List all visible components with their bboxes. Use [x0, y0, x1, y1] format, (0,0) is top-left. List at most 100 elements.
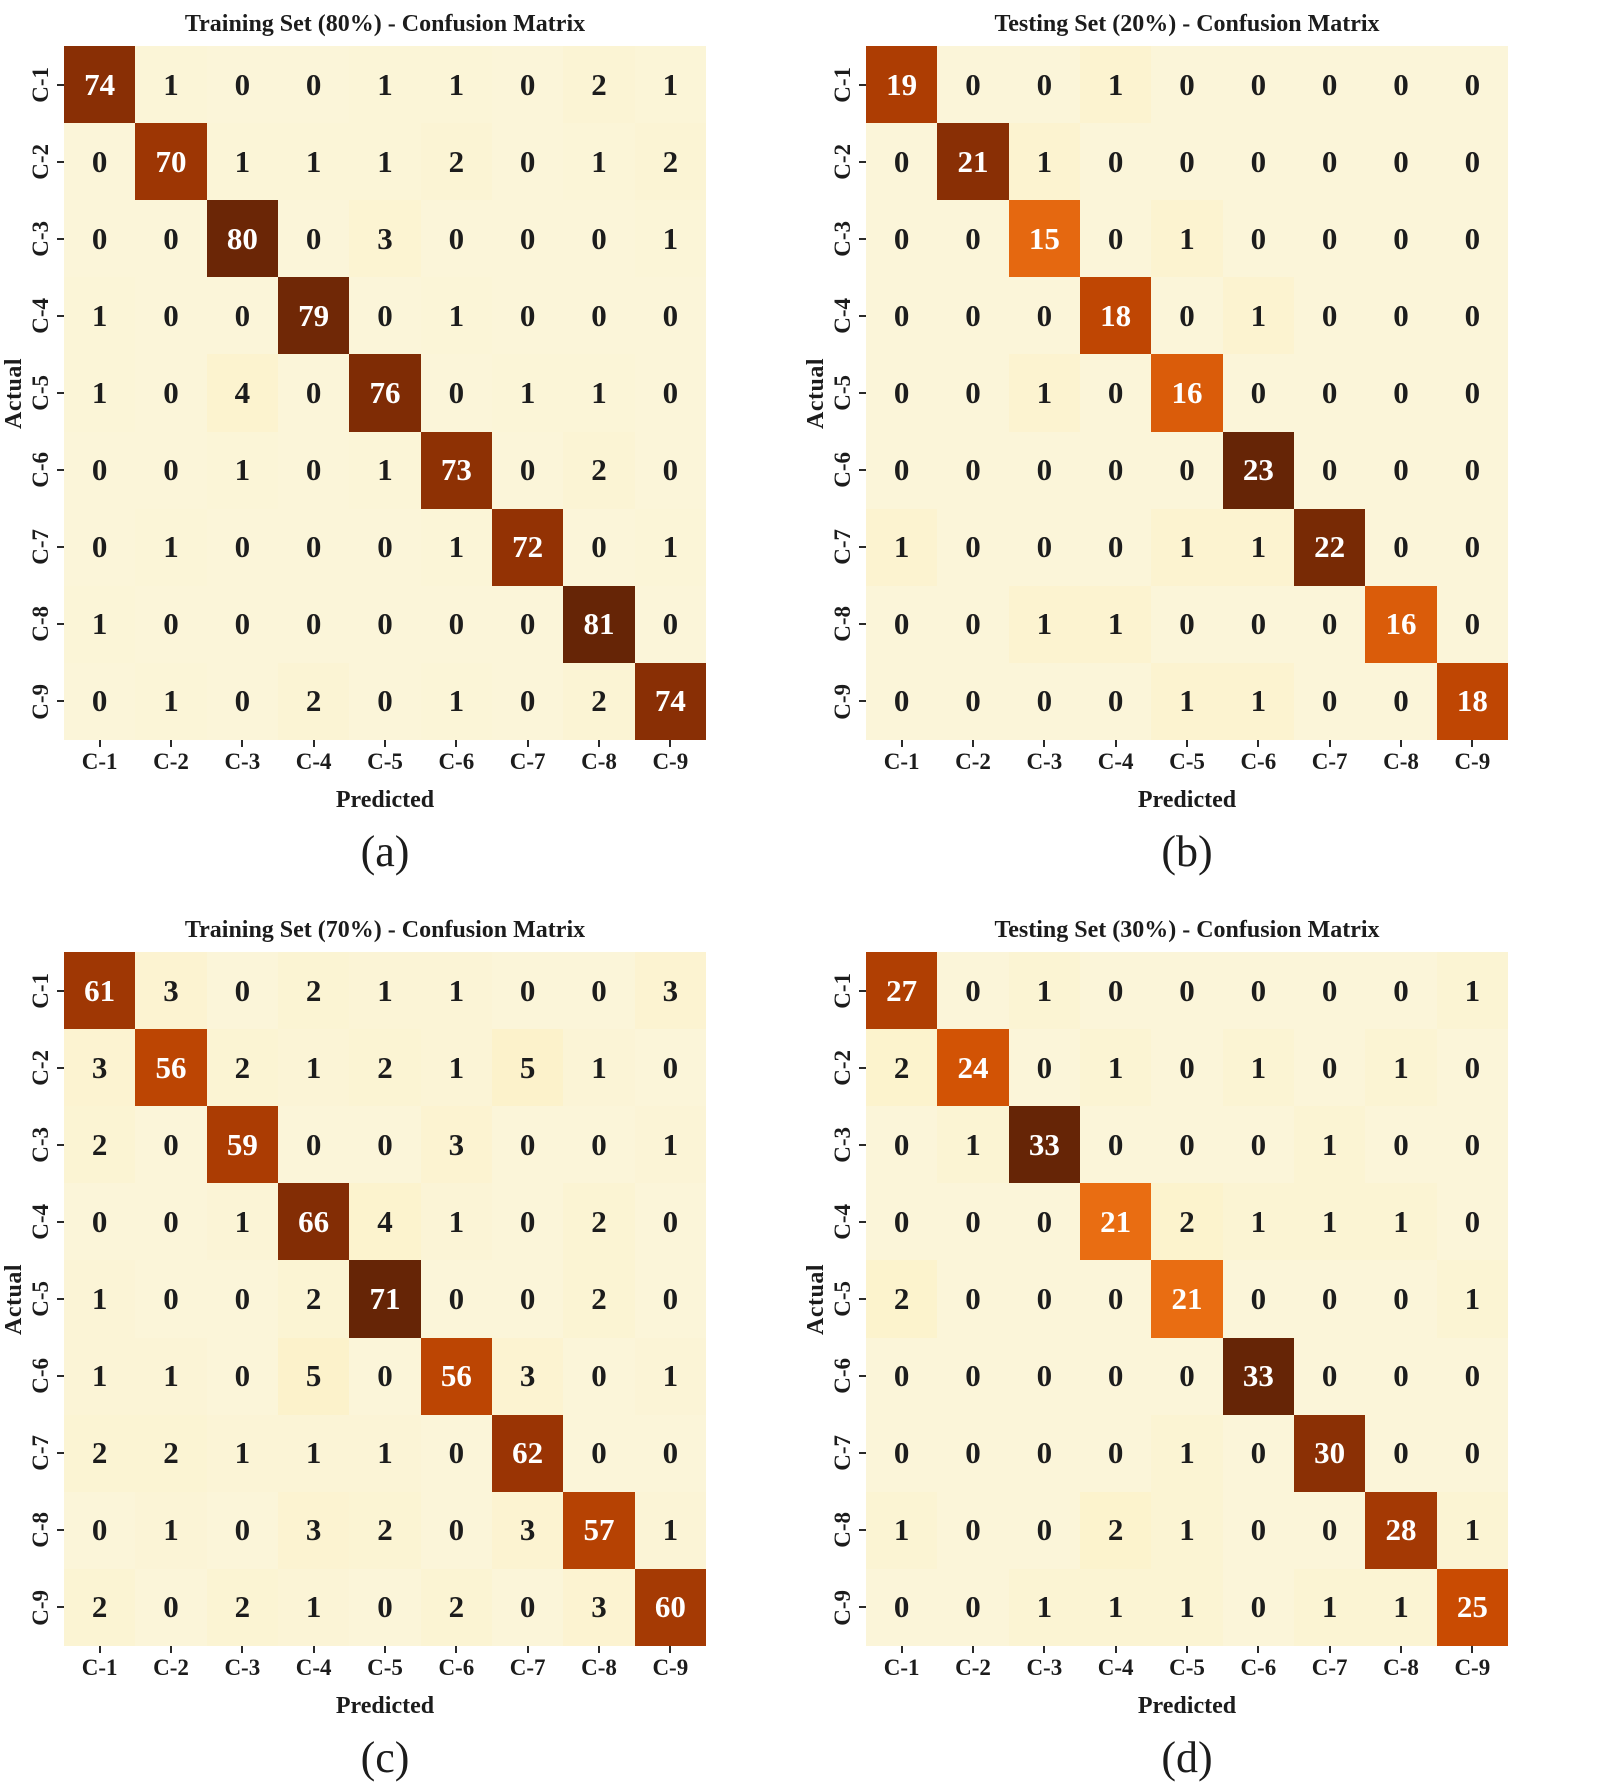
matrix-cell: 0	[1080, 1106, 1152, 1184]
matrix-cell: 4	[349, 1183, 421, 1261]
matrix-cell: 1	[1222, 508, 1294, 586]
matrix-cell: 21	[1151, 1260, 1223, 1338]
matrix-cell: 0	[1294, 431, 1366, 509]
chart-title: Training Set (80%) - Confusion Matrix	[184, 11, 586, 37]
matrix-cell: 79	[278, 277, 350, 355]
x-tick-label: C-5	[1151, 1646, 1222, 1686]
matrix-cell: 24	[937, 1029, 1009, 1107]
x-tick-label: C-6	[421, 1646, 492, 1686]
matrix-cell: 1	[420, 662, 492, 740]
matrix-cell: 0	[1294, 1337, 1366, 1415]
matrix-cell: 18	[1436, 662, 1508, 740]
matrix-cell: 1	[64, 354, 136, 432]
matrix-cell: 0	[1151, 431, 1223, 509]
matrix-cell: 2	[206, 1568, 278, 1646]
matrix-cell: 0	[278, 431, 350, 509]
y-tick-label: C-9	[28, 663, 64, 740]
y-axis-label: Actual	[802, 952, 830, 1646]
matrix-cell: 60	[634, 1568, 706, 1646]
matrix-cell: 1	[64, 1337, 136, 1415]
matrix-cell: 3	[563, 1568, 635, 1646]
matrix-cell: 0	[1436, 1183, 1508, 1261]
matrix-cell: 18	[1080, 277, 1152, 355]
x-tick-label: C-7	[1294, 740, 1365, 780]
y-tick-label: C-4	[28, 277, 64, 354]
matrix-cell: 0	[866, 1568, 938, 1646]
matrix-cell: 0	[206, 277, 278, 355]
matrix-cell: 56	[420, 1337, 492, 1415]
x-tick-label: C-2	[135, 740, 206, 780]
matrix-cell: 2	[349, 1029, 421, 1107]
y-tick-label: C-3	[28, 200, 64, 277]
matrix-cell: 0	[492, 1568, 564, 1646]
x-axis-label: Predicted	[1137, 1693, 1237, 1719]
matrix-cell: 1	[206, 431, 278, 509]
x-tick-label: C-9	[635, 1646, 706, 1686]
matrix-cell: 0	[1436, 585, 1508, 663]
matrix-cell: 0	[64, 1183, 136, 1261]
matrix-cell: 0	[866, 431, 938, 509]
matrix-cell: 1	[634, 1337, 706, 1415]
matrix-cell: 0	[278, 46, 350, 124]
matrix-cell: 1	[420, 46, 492, 124]
matrix-cell: 0	[634, 431, 706, 509]
matrix-cell: 0	[492, 431, 564, 509]
y-axis-ticks: C-1 C-2 C-3 C-4 C-5 C-6 C-7 C-8 C-9	[28, 46, 64, 740]
x-tick-label: C-8	[563, 1646, 634, 1686]
matrix-cell: 0	[420, 200, 492, 278]
matrix-cell: 5	[492, 1029, 564, 1107]
matrix-cell: 0	[1436, 508, 1508, 586]
y-axis-ticks: C-1 C-2 C-3 C-4 C-5 C-6 C-7 C-8 C-9	[830, 46, 866, 740]
matrix-cell: 1	[1436, 952, 1508, 1030]
matrix-cell: 1	[1436, 1491, 1508, 1569]
x-tick-label: C-4	[1080, 740, 1151, 780]
matrix-cell: 1	[278, 123, 350, 201]
matrix-cell: 0	[937, 1260, 1009, 1338]
matrix-cell: 0	[1294, 952, 1366, 1030]
x-tick-label: C-8	[1365, 1646, 1436, 1686]
matrix-cell: 21	[937, 123, 1009, 201]
matrix-cell: 2	[278, 952, 350, 1030]
matrix-cell: 0	[1294, 46, 1366, 124]
matrix-cell: 76	[349, 354, 421, 432]
matrix-cell: 0	[420, 1414, 492, 1492]
matrix-cell: 3	[420, 1106, 492, 1184]
matrix-cell: 0	[634, 354, 706, 432]
matrix-cell: 2	[1151, 1183, 1223, 1261]
matrix-cell: 0	[492, 1260, 564, 1338]
matrix-cell: 70	[135, 123, 207, 201]
matrix-cell: 0	[1365, 123, 1437, 201]
matrix-cell: 0	[1294, 1260, 1366, 1338]
matrix-cell: 0	[206, 585, 278, 663]
matrix-cell: 2	[64, 1568, 136, 1646]
matrix-cell: 1	[634, 46, 706, 124]
x-axis-label: Predicted	[335, 787, 435, 813]
x-tick-label: C-3	[207, 1646, 278, 1686]
matrix-cell: 2	[420, 1568, 492, 1646]
matrix-cell: 3	[135, 952, 207, 1030]
matrix-cell: 0	[64, 1491, 136, 1569]
matrix-cell: 1	[634, 1491, 706, 1569]
matrix-cell: 0	[1008, 1029, 1080, 1107]
matrix-cell: 0	[937, 431, 1009, 509]
matrix-cell: 2	[866, 1029, 938, 1107]
matrix-cell: 3	[64, 1029, 136, 1107]
matrix-cell: 0	[349, 1106, 421, 1184]
x-tick-label: C-2	[135, 1646, 206, 1686]
matrix-cell: 2	[420, 123, 492, 201]
matrix-cell: 1	[1008, 585, 1080, 663]
matrix-cell: 1	[278, 1568, 350, 1646]
matrix-cell: 1	[1080, 1568, 1152, 1646]
matrix-cell: 19	[866, 46, 938, 124]
matrix-cell: 0	[206, 1337, 278, 1415]
matrix-cell: 2	[563, 431, 635, 509]
matrix-cell: 0	[420, 585, 492, 663]
matrix-cell: 0	[64, 123, 136, 201]
matrix-cell: 0	[135, 354, 207, 432]
matrix-cell: 81	[563, 585, 635, 663]
matrix-cell: 1	[634, 200, 706, 278]
y-axis-label: Actual	[802, 46, 830, 740]
matrix-cell: 0	[1080, 200, 1152, 278]
matrix-cell: 0	[1151, 277, 1223, 355]
